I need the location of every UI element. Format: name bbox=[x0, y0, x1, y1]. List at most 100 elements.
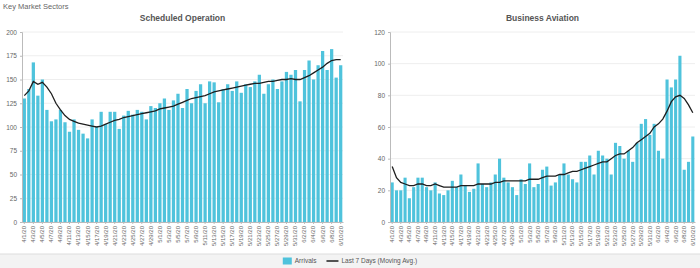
bar bbox=[316, 65, 319, 222]
legend-item: Arrivals bbox=[283, 257, 317, 264]
tick-mark bbox=[277, 222, 278, 224]
axis-line bbox=[23, 222, 344, 223]
bar bbox=[464, 186, 467, 222]
tick: 4/3/20 bbox=[30, 222, 36, 243]
bar bbox=[562, 163, 565, 222]
bar bbox=[131, 115, 134, 222]
tick-mark bbox=[538, 222, 539, 224]
bar bbox=[86, 138, 89, 222]
tick-label: 5/13/20 bbox=[211, 225, 217, 246]
bar bbox=[528, 163, 531, 222]
chart-title: Business Aviation bbox=[506, 13, 579, 23]
tick: 0 bbox=[13, 219, 22, 226]
bar bbox=[623, 159, 626, 222]
tick: 4/21/20 bbox=[475, 222, 481, 246]
bar bbox=[113, 112, 116, 222]
bar-series bbox=[23, 49, 343, 222]
tick-mark bbox=[87, 222, 88, 224]
tick-mark bbox=[388, 159, 390, 160]
bar bbox=[276, 89, 279, 222]
tick: 200 bbox=[6, 29, 22, 36]
tick: 80 bbox=[378, 92, 390, 99]
tick-mark bbox=[232, 222, 233, 224]
bar bbox=[395, 190, 398, 222]
bar bbox=[455, 187, 458, 222]
tick-mark bbox=[388, 127, 390, 128]
tick: 5/29/20 bbox=[638, 222, 644, 246]
tick-mark bbox=[20, 32, 22, 33]
tick-label: 4/23/20 bbox=[484, 225, 490, 246]
bar bbox=[588, 156, 591, 223]
y-axis: 0255075100125150175200 bbox=[6, 29, 22, 226]
bar bbox=[597, 151, 600, 222]
tick-label: 5/9/20 bbox=[193, 225, 199, 242]
bar bbox=[149, 106, 152, 222]
bar bbox=[262, 94, 265, 222]
tick-label: 5/23/20 bbox=[256, 225, 262, 246]
bar bbox=[27, 89, 30, 222]
grid-line bbox=[22, 32, 343, 33]
tick-label: 4/13/20 bbox=[75, 225, 81, 246]
tick-label: 5/19/20 bbox=[238, 225, 244, 246]
bar bbox=[181, 108, 184, 222]
tick-label: 5/3/20 bbox=[166, 225, 172, 242]
tick: 4/21/20 bbox=[112, 222, 118, 246]
tick: 5/23/20 bbox=[256, 222, 262, 246]
tick-label: 5/1/20 bbox=[157, 225, 163, 242]
bar bbox=[477, 163, 480, 222]
tick: 60 bbox=[378, 124, 390, 131]
legend-band-border bbox=[0, 254, 700, 255]
tick-label: 5/9/20 bbox=[552, 225, 558, 242]
tick-mark bbox=[615, 222, 616, 224]
tick-label: 5/31/20 bbox=[292, 225, 298, 246]
tick-mark bbox=[503, 222, 504, 224]
tick-mark bbox=[435, 222, 436, 224]
tick-label: 4/7/20 bbox=[415, 225, 421, 242]
tick-label: 4/19/20 bbox=[466, 225, 472, 246]
tick-label: 0 bbox=[381, 219, 385, 226]
grid-line bbox=[390, 127, 695, 128]
tick-label: 4/17/20 bbox=[458, 225, 464, 246]
tick: 5/31/20 bbox=[292, 222, 298, 246]
tick-mark bbox=[20, 103, 22, 104]
tick: 4/11/20 bbox=[432, 222, 438, 246]
bar bbox=[580, 162, 583, 222]
tick-label: 5/25/20 bbox=[621, 225, 627, 246]
tick-label: 4/1/20 bbox=[21, 225, 27, 242]
tick: 5/9/20 bbox=[552, 222, 558, 243]
tick-label: 5/15/20 bbox=[578, 225, 584, 246]
bar bbox=[199, 84, 202, 222]
bar bbox=[601, 156, 604, 223]
bar bbox=[307, 61, 310, 223]
panel: Scheduled Operation025507510012515017520… bbox=[6, 13, 343, 246]
bar bbox=[41, 80, 44, 223]
bar bbox=[335, 78, 338, 222]
bar bbox=[222, 89, 225, 222]
tick-mark bbox=[105, 222, 106, 224]
tick-label: 5/19/20 bbox=[595, 225, 601, 246]
tick: 4/23/20 bbox=[121, 222, 127, 246]
bar bbox=[104, 124, 107, 222]
tick-label: 4/19/20 bbox=[103, 225, 109, 246]
tick-mark bbox=[141, 222, 142, 224]
tick-mark bbox=[20, 198, 22, 199]
bar bbox=[145, 119, 148, 222]
tick-label: 175 bbox=[6, 52, 17, 59]
bar bbox=[330, 49, 333, 222]
tick: 4/25/20 bbox=[492, 222, 498, 246]
bar bbox=[605, 159, 608, 222]
tick-mark bbox=[123, 222, 124, 224]
tick-mark bbox=[388, 64, 390, 65]
tick-mark bbox=[20, 175, 22, 176]
bar bbox=[489, 182, 492, 222]
bar bbox=[519, 179, 522, 222]
tick: 6/4/20 bbox=[664, 222, 670, 243]
bar bbox=[68, 132, 71, 222]
tick-label: 4/11/20 bbox=[66, 225, 72, 245]
bar bbox=[485, 187, 488, 222]
tick-mark bbox=[486, 222, 487, 224]
tick: 4/5/20 bbox=[406, 222, 412, 243]
tick-mark bbox=[20, 127, 22, 128]
grid bbox=[22, 32, 343, 222]
bar bbox=[524, 184, 527, 222]
